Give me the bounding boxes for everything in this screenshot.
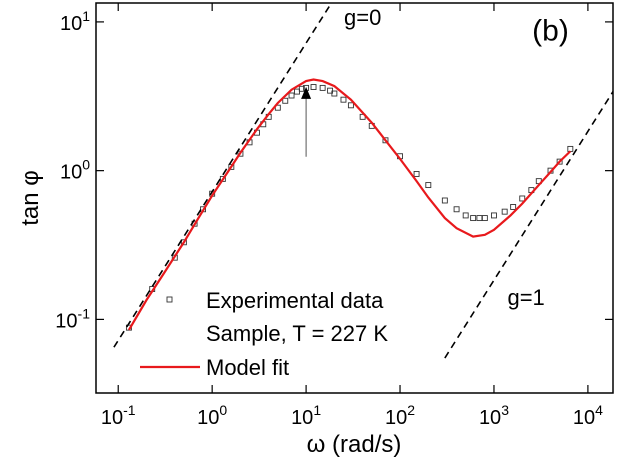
annotation: (b) (532, 14, 569, 47)
legend-label: Experimental data (206, 288, 384, 313)
data-point (501, 208, 508, 215)
data-point (294, 88, 300, 95)
data-point (298, 85, 305, 92)
x-tick-label: 102 (385, 402, 415, 429)
data-point (282, 97, 289, 104)
legend-marker (166, 296, 173, 303)
data-point (470, 215, 477, 222)
data-point (462, 212, 469, 219)
data-point (413, 171, 420, 177)
data-point (382, 137, 389, 144)
data-point (567, 145, 574, 152)
legend-label: Model fit (206, 355, 289, 380)
x-tick-label: 104 (573, 402, 603, 429)
data-point (310, 84, 317, 90)
guide-line (444, 91, 613, 359)
data-point (340, 96, 347, 103)
guide-line (113, 3, 333, 348)
y-tick-label: 101 (60, 8, 90, 35)
plot-area (113, 3, 613, 359)
x-axis-label: ω (rad/s) (307, 431, 402, 458)
data-point (347, 102, 354, 109)
data-point (481, 215, 488, 222)
data-point (288, 92, 295, 99)
data-point (441, 197, 448, 204)
x-tick-label: 103 (479, 402, 509, 429)
data-point (476, 215, 483, 222)
data-point (228, 163, 235, 170)
y-tick-label: 100 (60, 157, 90, 184)
x-tick-label: 101 (291, 402, 321, 429)
data-point (331, 90, 338, 97)
data-point (180, 239, 187, 246)
fit-line (127, 78, 572, 331)
data-point (519, 195, 526, 202)
data-point (319, 84, 326, 91)
data-point (491, 212, 497, 219)
x-tick-label: 100 (197, 402, 227, 429)
y-axis-label: tan φ (17, 170, 44, 226)
plot-frame (95, 2, 614, 394)
data-point (425, 182, 432, 189)
data-point (453, 206, 460, 213)
annotation: g=0 (344, 5, 381, 30)
annotation: g=1 (507, 285, 544, 310)
data-point (556, 158, 563, 165)
y-tick-label: 10-1 (55, 305, 90, 332)
x-tick-label: 10-1 (101, 402, 136, 429)
data-point (510, 204, 517, 210)
arrow-head (301, 86, 312, 99)
legend-note: Sample, T = 227 K (206, 321, 388, 346)
